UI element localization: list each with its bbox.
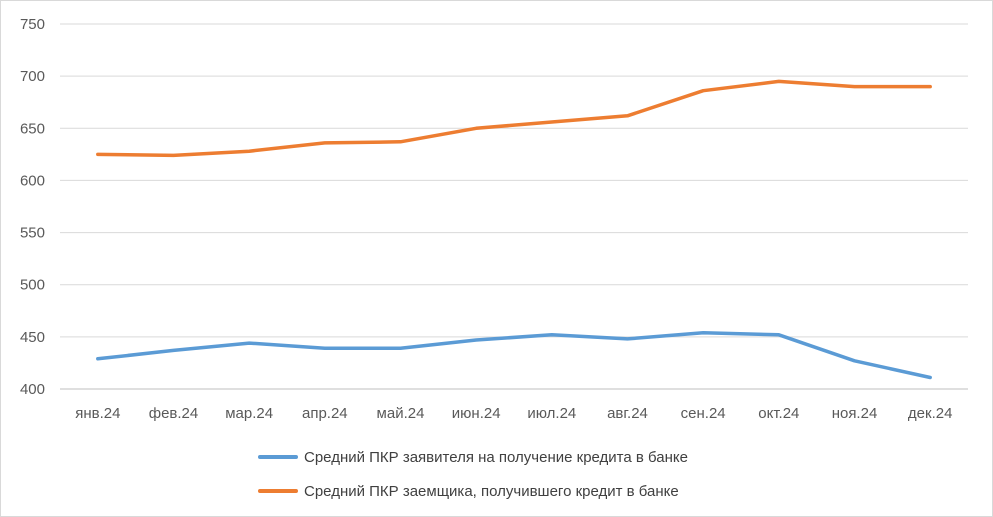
y-tick-label: 750 <box>20 16 45 33</box>
y-tick-label: 650 <box>20 120 45 137</box>
legend-item-borrower: Средний ПКР заемщика, получившего кредит… <box>258 474 688 508</box>
legend: Средний ПКР заявителя на получение креди… <box>258 440 688 508</box>
y-tick-label: 500 <box>20 277 45 294</box>
x-tick-label: апр.24 <box>302 405 348 422</box>
y-tick-label: 700 <box>20 68 45 85</box>
y-tick-label: 550 <box>20 225 45 242</box>
x-tick-label: дек.24 <box>908 405 953 422</box>
legend-swatch-borrower <box>258 489 298 493</box>
series-line-borrower <box>96 79 932 158</box>
x-tick-label: июн.24 <box>452 405 501 422</box>
legend-swatch-applicant <box>258 455 298 459</box>
series-line-applicant <box>96 330 932 380</box>
y-tick-label: 400 <box>20 381 45 398</box>
x-tick-label: ноя.24 <box>832 405 878 422</box>
y-tick-label: 600 <box>20 172 45 189</box>
legend-label-applicant: Средний ПКР заявителя на получение креди… <box>304 448 688 466</box>
x-tick-label: окт.24 <box>758 405 799 422</box>
x-tick-label: июл.24 <box>527 405 576 422</box>
x-tick-label: авг.24 <box>607 405 648 422</box>
legend-item-applicant: Средний ПКР заявителя на получение креди… <box>258 440 688 474</box>
y-tick-label: 450 <box>20 329 45 346</box>
x-tick-label: фев.24 <box>149 405 199 422</box>
x-tick-label: янв.24 <box>75 405 120 422</box>
x-tick-label: май.24 <box>377 405 425 422</box>
legend-label-borrower: Средний ПКР заемщика, получившего кредит… <box>304 482 679 500</box>
x-tick-label: мар.24 <box>225 405 273 422</box>
x-tick-label: сен.24 <box>681 405 726 422</box>
